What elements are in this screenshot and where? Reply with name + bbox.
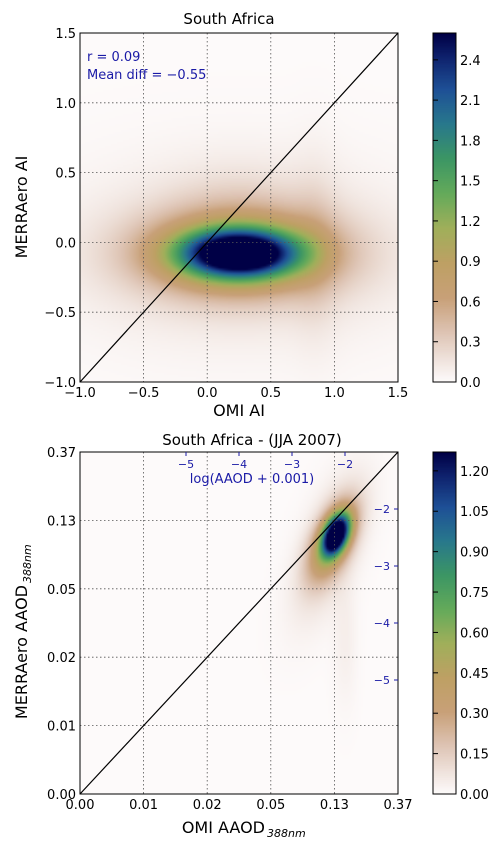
chart1-colorbar-tick-label: 2.1	[460, 94, 481, 109]
chart1-y-tick-label: 1.5	[55, 27, 76, 42]
chart2-x-axis-label-main: OMI AAOD	[182, 818, 265, 837]
chart1-y-tick-label: 0.0	[55, 236, 76, 251]
chart1-y-tick-label: 1.0	[55, 97, 76, 112]
chart1-annotation-r: r = 0.09	[87, 50, 140, 65]
chart2-secondary-right-tick-label: −4	[374, 617, 390, 630]
chart2-x-tick-label: 0.01	[129, 798, 158, 813]
chart1-title: South Africa	[183, 10, 274, 28]
chart1-x-tick-label: 0.0	[197, 386, 218, 401]
chart2-y-axis-label: MERRAero AAOD 388nm	[12, 544, 34, 719]
chart2-y-tick-label: 0.13	[47, 514, 76, 529]
chart1-y-tick-label: 0.5	[55, 167, 76, 182]
chart1-ticks: −1.0−1.0 −0.5 −0.5 0.0 0.0 0.5 0.5 1.0 1.0 1.5 1.5	[44, 27, 408, 401]
chart2-colorbar-tick-label: 0.00	[460, 788, 489, 803]
chart1-x-axis-label: OMI AI	[213, 401, 265, 420]
chart1-plot-area: −1.0−1.0 −0.5 −0.5 0.0 0.0 0.5 0.5 1.0 1.0 1.5 1.5…	[44, 27, 408, 401]
chart1-colorbar-tick-label: 1.2	[460, 215, 481, 230]
chart1-colorbar-ticks: 0.0 0.3 0.6 0.9 1.2 1.5 1.8 2.1 2.4	[433, 54, 481, 391]
chart1-grid	[80, 33, 398, 382]
chart2-colorbar-tick-label: 0.30	[460, 707, 489, 722]
chart2-colorbar-gradient	[433, 452, 456, 794]
chart2-ticks: 0.000.00 0.01 0.01 0.02 0.02 0.05 0.05 0.13 0.13…	[47, 446, 412, 813]
chart2-title: South Africa - (JJA 2007)	[162, 431, 342, 449]
chart1-y-axis-label: MERRAero AI	[12, 156, 31, 259]
chart2-y-axis-label-subscript: 388nm	[21, 544, 34, 583]
chart1-x-tick-label: 1.5	[388, 386, 409, 401]
chart1-y-tick-label: −1.0	[44, 376, 76, 391]
chart1-colorbar-tick-label: 0.0	[460, 376, 481, 391]
chart1-one-to-one-line	[79, 32, 399, 383]
chart2-x-tick-label: 0.37	[384, 798, 413, 813]
chart2-colorbar-tick-label: 0.60	[460, 626, 489, 641]
chart2-x-tick-label: 0.13	[320, 798, 349, 813]
chart1-y-tick-label: −0.5	[44, 306, 76, 321]
chart2-secondary-top-tick-label: −5	[178, 458, 194, 471]
chart1-x-tick-label: −0.5	[128, 386, 160, 401]
chart2-secondary-top-tick-label: −2	[337, 458, 353, 471]
chart2-y-tick-label: 0.05	[47, 583, 76, 598]
chart2-colorbar-tick-label: 0.75	[460, 586, 489, 601]
chart2-x-tick-label: 0.05	[256, 798, 285, 813]
chart2-colorbar-tick-label: 0.90	[460, 546, 489, 561]
chart1-x-tick-label: 1.0	[324, 386, 345, 401]
chart2-secondary-axis-label: log(AAOD + 0.001)	[190, 472, 315, 487]
chart1-colorbar-tick-label: 2.4	[460, 54, 481, 69]
chart2-plot-area: 0.000.00 0.01 0.01 0.02 0.02 0.05 0.05 0.13 0.13…	[47, 446, 412, 813]
chart2-colorbar-ticks: 0.00 0.15 0.30 0.45 0.60 0.75 0.90 1.05 1.20	[433, 465, 489, 803]
chart1-x-tick-label: 0.5	[260, 386, 281, 401]
chart1-colorbar-gradient	[433, 33, 456, 382]
chart2-x-axis-label-subscript: 388nm	[267, 827, 306, 838]
chart2-y-tick-label: 0.00	[47, 788, 76, 803]
chart2-grid	[80, 452, 398, 794]
chart2-secondary-right-tick-label: −3	[374, 560, 390, 573]
chart2-y-tick-label: 0.01	[47, 720, 76, 735]
chart2-secondary-right-tick-label: −2	[374, 503, 390, 516]
chart1-colorbar-tick-label: 0.6	[460, 295, 481, 310]
chart2-colorbar-tick-label: 0.15	[460, 748, 489, 763]
chart2-secondary-top-tick-label: −4	[231, 458, 247, 471]
chart2-secondary-right-tick-label: −5	[374, 674, 390, 687]
chart2-x-tick-label: 0.00	[66, 798, 95, 813]
chart2-y-tick-label: 0.37	[47, 446, 76, 461]
chart2-y-axis-label-main: MERRAero AAOD	[12, 585, 31, 719]
chart1-colorbar-frame	[432, 32, 457, 383]
chart1-colorbar: 0.0 0.3 0.6 0.9 1.2 1.5 1.8 2.1 2.4	[432, 32, 481, 391]
chart2-one-to-one-line	[79, 451, 399, 795]
chart2-colorbar-frame	[432, 451, 457, 795]
chart1-x-tick-label: −1.0	[64, 386, 96, 401]
chart1-frame	[79, 32, 399, 383]
chart1-colorbar-tick-label: 0.3	[460, 336, 481, 351]
chart2-y-tick-label: 0.02	[47, 651, 76, 666]
chart2-colorbar-tick-label: 1.20	[460, 465, 489, 480]
chart2-secondary-top-tick-label: −3	[284, 458, 300, 471]
chart1-colorbar-tick-label: 1.5	[460, 175, 481, 190]
chart2-secondary-ticks: −5 −4 −3 −2 −2 −3 −4 −5	[178, 452, 398, 687]
chart2-colorbar-tick-label: 0.45	[460, 667, 489, 682]
chart2-colorbar-tick-label: 1.05	[460, 505, 489, 520]
chart1-colorbar-tick-label: 1.8	[460, 134, 481, 149]
chart1-colorbar-tick-label: 0.9	[460, 255, 481, 270]
chart1-annotation-mean-diff: Mean diff = −0.55	[87, 68, 206, 83]
chart2-colorbar: 0.00 0.15 0.30 0.45 0.60 0.75 0.90 1.05 1.20	[432, 451, 489, 803]
chart2-x-tick-label: 0.02	[193, 798, 222, 813]
chart2-x-axis-label: OMI AAOD 388nm	[182, 818, 306, 840]
